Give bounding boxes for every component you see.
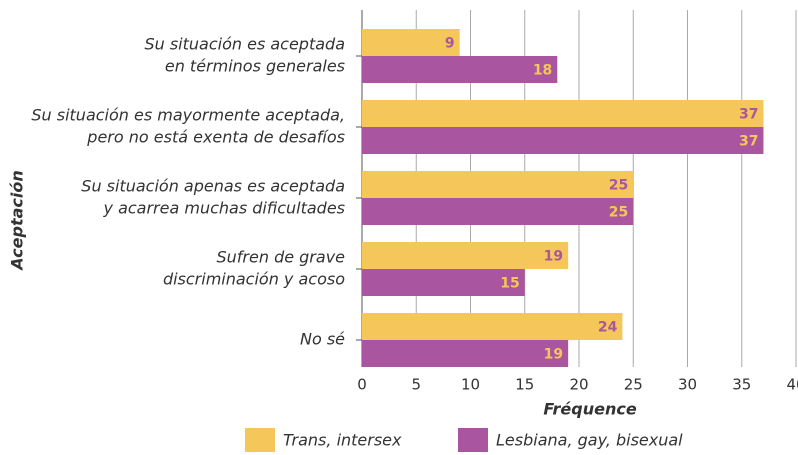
value-label: 37 [739, 107, 758, 123]
bar [362, 29, 460, 56]
y-tick-label: discriminación y acoso [163, 270, 345, 289]
y-axis-label: Aceptación [8, 170, 27, 271]
bar [362, 340, 569, 367]
x-tick-label: 5 [411, 376, 421, 394]
bar [362, 127, 764, 154]
y-tick-label: y acarrea muchas dificultades [103, 199, 345, 218]
x-tick-label: 20 [569, 376, 588, 394]
value-label: 15 [500, 276, 519, 292]
value-label: 19 [544, 347, 563, 363]
x-tick-label: 10 [461, 376, 480, 394]
value-label: 9 [445, 36, 455, 52]
legend-swatch [458, 428, 488, 452]
x-tick-label: 35 [732, 376, 751, 394]
value-label: 25 [609, 205, 628, 221]
bar [362, 171, 634, 198]
value-label: 25 [609, 178, 628, 194]
bar [362, 100, 764, 127]
x-tick-label: 40 [786, 376, 798, 394]
legend-label: Trans, intersex [283, 431, 402, 450]
x-tick-label: 30 [678, 376, 697, 394]
bar [362, 198, 634, 225]
bar [362, 269, 525, 296]
x-tick-label: 25 [624, 376, 643, 394]
y-tick-label: Su situación es mayormente aceptada, [31, 106, 345, 125]
value-label: 18 [533, 63, 552, 79]
bar [362, 56, 558, 83]
bar [362, 242, 569, 269]
legend-swatch [245, 428, 275, 452]
value-label: 37 [739, 134, 758, 150]
y-tick-label: en términos generales [165, 57, 345, 76]
y-tick-label: Sufren de grave [216, 248, 345, 267]
legend-label: Lesbiana, gay, bisexual [496, 431, 683, 450]
value-label: 24 [598, 320, 618, 336]
value-label: 19 [544, 249, 563, 265]
y-tick-label: pero no está exenta de desafíos [86, 128, 345, 147]
y-tick-label: Su situación apenas es aceptada [81, 177, 345, 196]
y-tick-label: No sé [300, 330, 345, 349]
x-axis-label: Fréquence [543, 400, 636, 419]
bar [362, 313, 623, 340]
y-tick-label: Su situación es aceptada [144, 35, 345, 54]
x-tick-label: 0 [357, 376, 367, 394]
x-tick-label: 15 [515, 376, 534, 394]
